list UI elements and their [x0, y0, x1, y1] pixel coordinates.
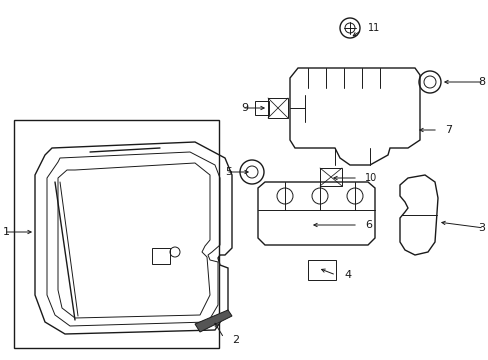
Bar: [14, 120, 219, 348]
Text: 9: 9: [241, 103, 247, 113]
Text: 10: 10: [364, 173, 376, 183]
Bar: [152, 248, 170, 264]
Bar: [254, 101, 268, 115]
Text: 8: 8: [477, 77, 484, 87]
Polygon shape: [195, 310, 231, 332]
Text: 4: 4: [343, 270, 350, 280]
Text: 6: 6: [364, 220, 371, 230]
Text: 2: 2: [231, 335, 239, 345]
Text: 5: 5: [224, 167, 231, 177]
Bar: [307, 260, 335, 280]
Text: 3: 3: [477, 223, 484, 233]
Text: 7: 7: [444, 125, 451, 135]
Text: 1: 1: [3, 227, 10, 237]
Bar: [267, 98, 287, 118]
Bar: [319, 168, 341, 186]
Text: 11: 11: [367, 23, 380, 33]
